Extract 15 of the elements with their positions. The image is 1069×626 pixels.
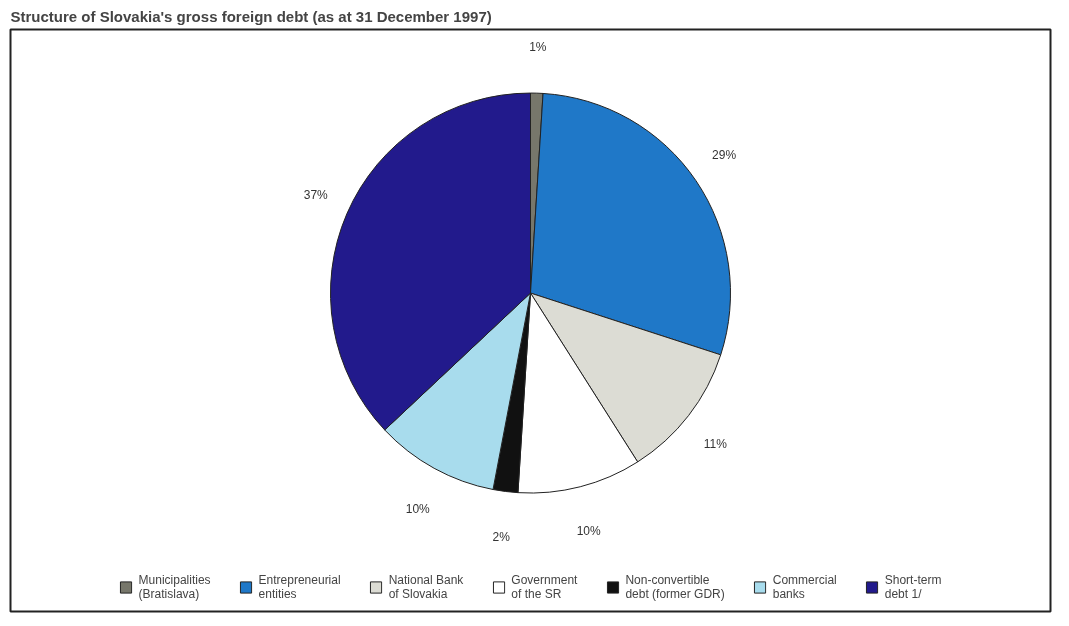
legend-label: National Bank of Slovakia <box>388 573 464 601</box>
legend-label: Short-term debt 1/ <box>884 573 942 601</box>
data-label: 2% <box>492 530 511 545</box>
chart-title: Structure of Slovakia's gross foreign debt (as at 31 December 1997) <box>10 7 492 25</box>
data-label: 10% <box>405 501 431 516</box>
data-label: 1% <box>529 40 547 55</box>
legend-label: Non-convertible debt (former GDR) <box>625 573 725 601</box>
data-label: 37% <box>303 188 329 203</box>
legend-label: Entrepreneurial entities <box>258 573 341 601</box>
data-label: 29% <box>712 147 737 162</box>
legend-label: Commercial banks <box>772 573 837 601</box>
data-label: 10% <box>576 524 602 539</box>
legend-label: Municipalities (Bratislava) <box>138 573 211 601</box>
data-label: 11% <box>703 436 728 451</box>
legend-label: Government of the SR <box>511 573 578 601</box>
